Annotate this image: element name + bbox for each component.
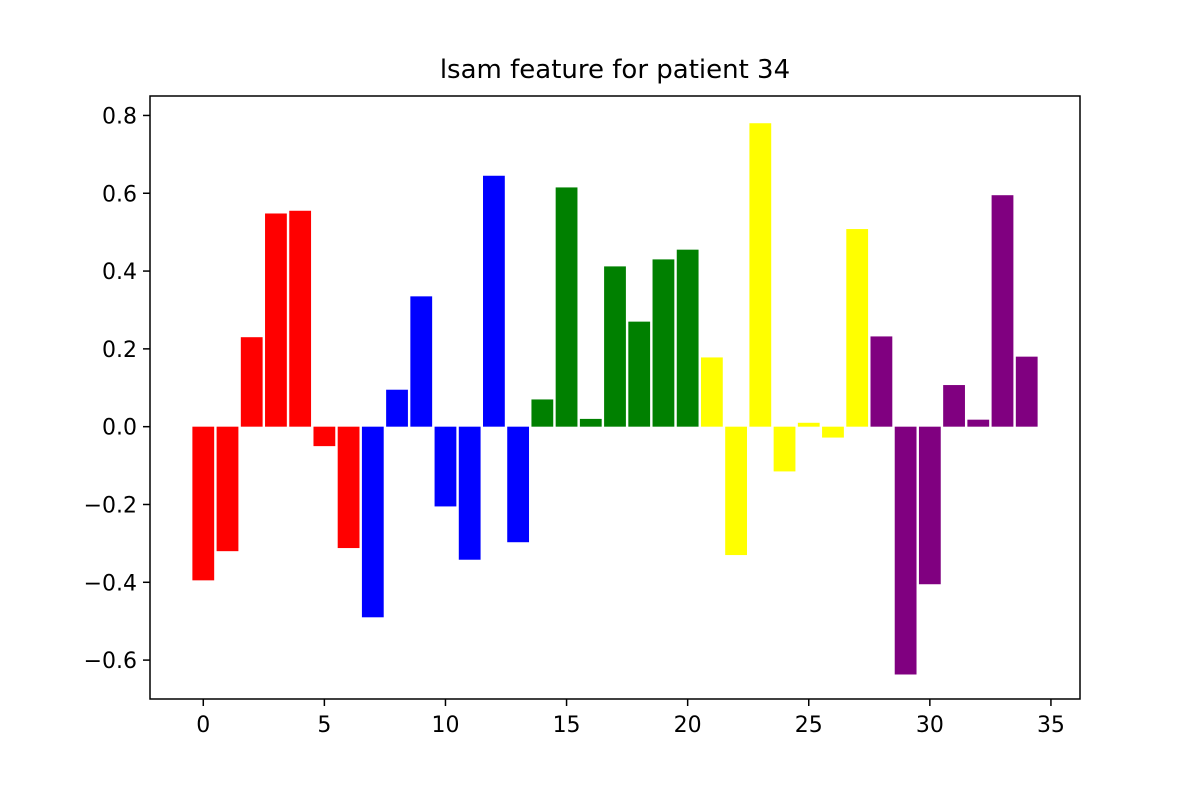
y-tick-label: −0.4 (84, 571, 137, 596)
bar-26 (822, 426, 844, 438)
bar-11 (458, 426, 481, 560)
bar-9 (410, 296, 433, 427)
bar-21 (700, 357, 723, 427)
bar-8 (386, 389, 408, 427)
y-tick-label: 0.2 (102, 338, 137, 363)
bar-22 (725, 426, 747, 556)
y-tick-label: 0.6 (102, 182, 137, 207)
bar-20 (676, 249, 699, 427)
bar-30 (918, 426, 941, 585)
bar-14 (531, 399, 554, 427)
bar-2 (240, 337, 263, 427)
plot-frame (149, 95, 1081, 700)
bar-18 (628, 321, 651, 427)
x-tick-label: 35 (1037, 713, 1065, 738)
bar-13 (507, 426, 530, 543)
y-tick-label: −0.2 (84, 493, 137, 518)
bar-15 (555, 187, 578, 427)
bar-33 (991, 195, 1014, 427)
x-tick-label: 0 (196, 713, 210, 738)
bar-23 (749, 123, 772, 427)
bar-28 (870, 336, 893, 427)
bar-5 (313, 426, 336, 447)
bar-32 (967, 419, 990, 427)
x-tick-label: 15 (553, 713, 581, 738)
bar-17 (604, 266, 626, 427)
bars-group (192, 123, 1038, 675)
bar-19 (652, 259, 675, 427)
bar-12 (483, 175, 505, 427)
y-tick-label: 0.4 (102, 260, 137, 285)
bar-6 (337, 426, 360, 549)
x-tick-label: 30 (916, 713, 944, 738)
chart-title: lsam feature for patient 34 (440, 55, 790, 85)
x-tick-label: 20 (674, 713, 702, 738)
x-axis-ticks: 0 5 10 15 20 25 30 35 (196, 699, 1065, 738)
bar-4 (289, 210, 312, 427)
bar-1 (216, 426, 239, 552)
bar-27 (846, 229, 869, 427)
y-tick-label: 0.8 (102, 104, 137, 129)
x-tick-label: 25 (795, 713, 823, 738)
bar-25 (797, 422, 820, 427)
bar-24 (773, 426, 796, 472)
bar-0 (192, 426, 215, 581)
bar-10 (434, 426, 457, 507)
y-axis-ticks: −0.6 −0.4 −0.2 0.0 0.2 0.4 0.6 0.8 (84, 104, 150, 674)
bar-16 (579, 418, 602, 427)
x-tick-label: 10 (431, 713, 459, 738)
x-tick-label: 5 (317, 713, 331, 738)
bar-29 (894, 426, 917, 675)
y-tick-label: −0.6 (84, 649, 137, 674)
bar-3 (265, 213, 287, 427)
bar-34 (1015, 356, 1038, 427)
bar-7 (361, 426, 384, 618)
bar-31 (943, 385, 965, 427)
y-tick-label: 0.0 (102, 416, 137, 441)
